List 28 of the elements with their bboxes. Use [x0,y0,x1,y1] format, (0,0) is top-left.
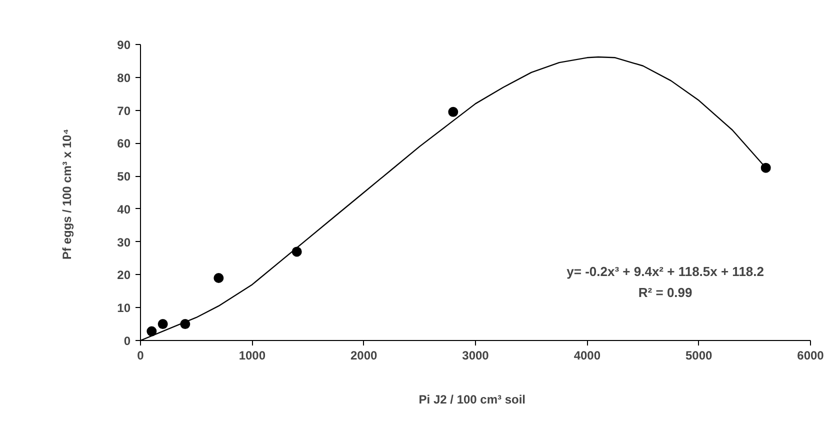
point [448,106,458,117]
y-tick-label: 0 [124,334,131,348]
x-tick-label: 0 [137,348,144,362]
y-tick-label: 40 [117,202,131,216]
point [158,319,168,330]
y-axis-title: Pf eggs / 100 cm³ x 10⁴ [60,128,74,260]
y-tick-label: 50 [117,170,131,184]
x-tick-label: 2000 [350,348,378,362]
y-tick-label: 90 [117,38,131,52]
y-tick-label: 70 [117,104,131,118]
y-tick-label: 10 [117,301,131,316]
x-tick-label: 6000 [797,348,824,362]
point [180,319,190,330]
point [760,162,771,173]
x-tick-label: 3000 [462,348,490,362]
y-tick-label: 60 [117,136,131,151]
point [146,326,157,336]
annotation: R² = 0.99 [638,284,692,300]
y-tick-label: 30 [117,235,131,250]
y-tick-label: 80 [117,70,131,85]
point [292,246,302,257]
x-axis-title: Pi J2 / 100 cm³ soil [418,392,526,406]
x-tick-label: 5000 [685,348,713,362]
x-tick-label: 4000 [574,348,601,362]
point [214,273,224,283]
x-tick-label: 1000 [238,348,266,362]
annotation: y= -0.2x³ + 9.4x² + 118.5x + 118.2 [566,264,764,279]
y-tick-label: 20 [117,268,131,282]
